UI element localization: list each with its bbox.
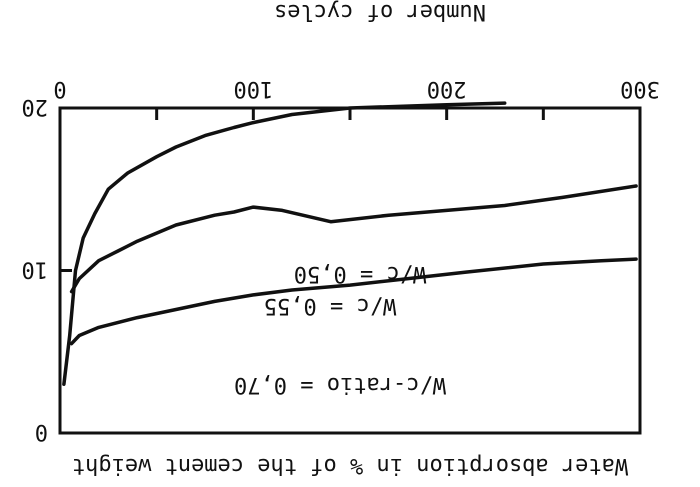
series-lines — [62, 101, 638, 386]
y-tick-label: 0 — [35, 419, 48, 444]
series-label-wc-070: W/c-ratio = 0,70 — [234, 372, 446, 397]
x-axis-title: Number of cycles — [274, 0, 486, 24]
y-axis-ticks: 0 10 20 — [22, 94, 72, 444]
x-tick-label: 200 — [427, 76, 467, 101]
y-tick-label: 20 — [22, 94, 49, 119]
x-tick-label: 100 — [233, 76, 273, 101]
series-line-wc-050 — [69, 257, 638, 346]
x-tick-label: 0 — [53, 76, 66, 101]
series-line-wc-055 — [69, 184, 638, 294]
y-tick-label: 10 — [22, 257, 49, 282]
series-label-wc-050: W/c = 0,50 — [294, 261, 426, 286]
x-axis-ticks: 0 100 200 300 — [53, 76, 660, 120]
x-tick-label: 300 — [620, 76, 660, 101]
y-axis-title: Water absorption in % of the cement weig… — [72, 453, 628, 478]
series-label-wc-055: W/c = 0,55 — [264, 293, 396, 318]
series-line-wc-070 — [62, 101, 507, 386]
